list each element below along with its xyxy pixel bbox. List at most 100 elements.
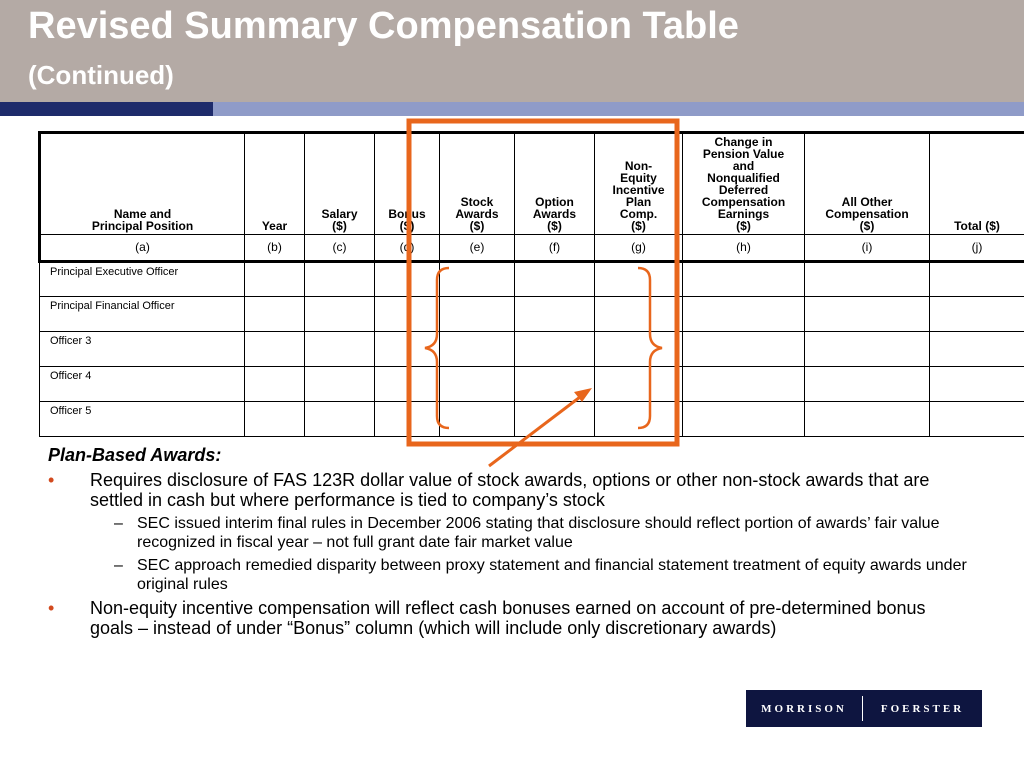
table-cell xyxy=(929,296,1024,332)
column-header: Total ($) xyxy=(929,131,1024,235)
column-header-line: Principal Position xyxy=(91,219,194,233)
table-cell xyxy=(929,331,1024,367)
bullet-item: • Requires disclosure of FAS 123R dollar… xyxy=(48,470,968,510)
slide-subtitle: (Continued) xyxy=(28,60,174,90)
column-letter: (e) xyxy=(439,234,515,263)
morrison-foerster-logo: MORRISON FOERSTER xyxy=(746,690,982,727)
table-cell xyxy=(439,331,515,367)
table-cell xyxy=(244,261,305,297)
table-cell xyxy=(439,261,515,297)
table-cell xyxy=(594,261,683,297)
officer-name-cell: Principal Financial Officer xyxy=(39,296,245,332)
column-letter: (c) xyxy=(304,234,375,263)
table-cell xyxy=(682,401,805,437)
table-cell xyxy=(244,331,305,367)
table-cell xyxy=(304,366,375,402)
table-cell xyxy=(514,331,595,367)
table-cell xyxy=(682,261,805,297)
table-cell xyxy=(244,401,305,437)
table-cell xyxy=(594,331,683,367)
officer-name-cell: Principal Executive Officer xyxy=(39,261,245,297)
column-header-line: Change in xyxy=(714,135,773,149)
sub-bullet-marker: – xyxy=(114,557,123,574)
column-header-line: Pension Value xyxy=(702,147,785,161)
column-header-line: Name and xyxy=(113,207,172,221)
column-header-line: Total ($) xyxy=(954,219,1000,233)
slide-title: Revised Summary Compensation Table xyxy=(28,5,739,47)
column-header-line: Year xyxy=(261,219,288,233)
column-header-line: Earnings xyxy=(717,207,770,221)
column-header-line: Nonqualified xyxy=(707,171,780,185)
table-cell xyxy=(514,401,595,437)
sub-bullet-text: SEC issued interim final rules in Decemb… xyxy=(137,515,940,551)
column-header-line: Salary xyxy=(321,207,358,221)
column-header: Option Awards ($) xyxy=(514,131,595,235)
column-header-line: ($) xyxy=(547,219,562,233)
table-cell xyxy=(374,331,440,367)
column-header-line: ($) xyxy=(332,219,347,233)
column-header-line: All Other xyxy=(841,195,893,209)
table-cell xyxy=(244,366,305,402)
table-header-row: Name and Principal Position Year Salary ($… xyxy=(38,131,1024,235)
table-row: Officer 3 xyxy=(39,331,1024,367)
table-row: Principal Financial Officer xyxy=(39,296,1024,332)
column-letter: (j) xyxy=(929,234,1024,263)
column-letter: (g) xyxy=(594,234,683,263)
column-letter: (i) xyxy=(804,234,930,263)
sub-bullet-item: – SEC approach remedied disparity betwee… xyxy=(48,556,968,594)
title-bar xyxy=(0,0,1024,102)
table-cell xyxy=(374,401,440,437)
column-letter: (f) xyxy=(514,234,595,263)
column-header-line: Compensation xyxy=(825,207,909,221)
section-heading: Plan-Based Awards: xyxy=(48,445,222,465)
accent-band-dark xyxy=(0,102,213,116)
table-cell xyxy=(514,296,595,332)
table-cell xyxy=(374,366,440,402)
sub-bullet-item: – SEC issued interim final rules in Dece… xyxy=(48,514,968,552)
officer-name-cell: Officer 5 xyxy=(39,401,245,437)
table-cell xyxy=(439,366,515,402)
column-header: Bonus ($) xyxy=(374,131,440,235)
column-letter: (h) xyxy=(682,234,805,263)
column-header: Stock Awards ($) xyxy=(439,131,515,235)
table-cell xyxy=(682,366,805,402)
table-cell xyxy=(804,296,930,332)
column-header-line: ($) xyxy=(859,219,875,233)
table-row: Officer 4 xyxy=(39,366,1024,402)
logo-text-left: MORRISON xyxy=(761,702,847,715)
table-cell xyxy=(682,296,805,332)
table-cell xyxy=(929,261,1024,297)
bullet-text: Requires disclosure of FAS 123R dollar v… xyxy=(90,470,930,510)
column-letter: (a) xyxy=(38,234,245,263)
column-header-line: ($) xyxy=(631,219,646,233)
logo-divider xyxy=(862,696,863,721)
column-header-line: Compensation xyxy=(701,195,786,209)
table-cell xyxy=(304,296,375,332)
column-letter: (b) xyxy=(244,234,305,263)
column-header: Salary ($) xyxy=(304,131,375,235)
officer-name-cell: Officer 4 xyxy=(39,366,245,402)
table-cell xyxy=(439,401,515,437)
column-header-line: ($) xyxy=(399,219,415,233)
bullet-item: • Non-equity incentive compensation will… xyxy=(48,598,968,638)
table-cell xyxy=(514,366,595,402)
column-header-line: and xyxy=(732,159,755,173)
table-cell xyxy=(804,261,930,297)
slide-content: Plan-Based Awards: • Requires disclosure… xyxy=(48,445,968,642)
column-header: All Other Compensation ($) xyxy=(804,131,930,235)
bullet-text: Non-equity incentive compensation will r… xyxy=(90,598,926,638)
table-cell xyxy=(304,401,375,437)
officer-name-cell: Officer 3 xyxy=(39,331,245,367)
sub-bullet-marker: – xyxy=(114,515,123,532)
summary-compensation-table: Name and Principal Position Year Salary ($… xyxy=(38,131,1024,437)
column-letter: (d) xyxy=(374,234,440,263)
table-cell xyxy=(514,261,595,297)
table-cell xyxy=(374,261,440,297)
table-cell xyxy=(594,296,683,332)
column-header: Change in Pension Value and Nonqualified Def… xyxy=(682,131,805,235)
table-cell xyxy=(304,261,375,297)
column-header-line: Deferred xyxy=(718,183,769,197)
bullet-marker: • xyxy=(48,470,55,490)
table-row: Principal Executive Officer xyxy=(39,261,1024,297)
column-header: Year xyxy=(244,131,305,235)
